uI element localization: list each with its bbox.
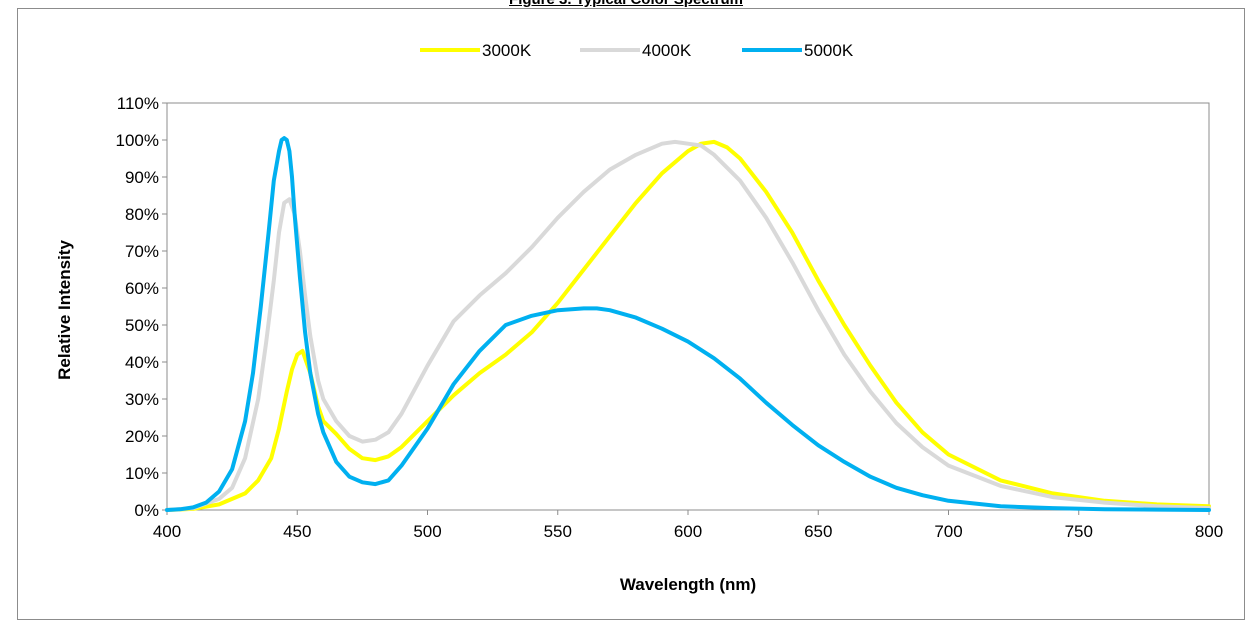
x-tick-label: 400 — [153, 522, 181, 541]
plot-area — [166, 102, 1210, 511]
x-tick-label: 450 — [283, 522, 311, 541]
chart-title: Figure 3. Typical Color Spectrum — [0, 0, 1252, 10]
y-tick-label: 40% — [125, 353, 159, 372]
y-tick-label: 80% — [125, 205, 159, 224]
x-tick-label: 700 — [934, 522, 962, 541]
legend-label-3000K: 3000K — [482, 41, 532, 60]
y-axis-title: Relative Intensity — [55, 240, 74, 380]
y-tick-label: 110% — [117, 94, 159, 113]
x-tick-label: 550 — [544, 522, 572, 541]
y-tick-label: 100% — [116, 131, 159, 150]
plot-border — [166, 102, 1210, 511]
y-tick-label: 60% — [125, 279, 159, 298]
series-line-4000K — [165, 139, 1211, 512]
x-tick-label: 650 — [804, 522, 832, 541]
y-tick-label: 10% — [125, 464, 159, 483]
chart-frame — [17, 8, 1245, 620]
x-tick-label: 750 — [1065, 522, 1093, 541]
series-line-3000K — [165, 139, 1211, 512]
y-tick-label: 0% — [134, 501, 159, 520]
x-tick-label: 800 — [1195, 522, 1223, 541]
legend-label-4000K: 4000K — [642, 41, 692, 60]
y-tick-label: 50% — [125, 316, 159, 335]
series-layer — [165, 136, 1211, 512]
y-tick-label: 20% — [125, 427, 159, 446]
y-tick-label: 70% — [125, 242, 159, 261]
y-tick-label: 30% — [125, 390, 159, 409]
y-axis-ticks: 0% 10% 20% 30% 40% 50% 60% 70% 80% 90% 100% 110% — [116, 94, 167, 520]
x-axis-title: Wavelength (nm) — [620, 575, 756, 594]
x-tick-label: 600 — [674, 522, 702, 541]
legend-label-5000K: 5000K — [804, 41, 854, 60]
series-line-5000K — [165, 136, 1211, 512]
y-tick-label: 90% — [125, 168, 159, 187]
x-axis-ticks: 400 450 500 550 600 650 700 750 800 — [153, 510, 1223, 541]
legend: 3000K 4000K 5000K — [420, 41, 854, 60]
x-tick-label: 500 — [413, 522, 441, 541]
